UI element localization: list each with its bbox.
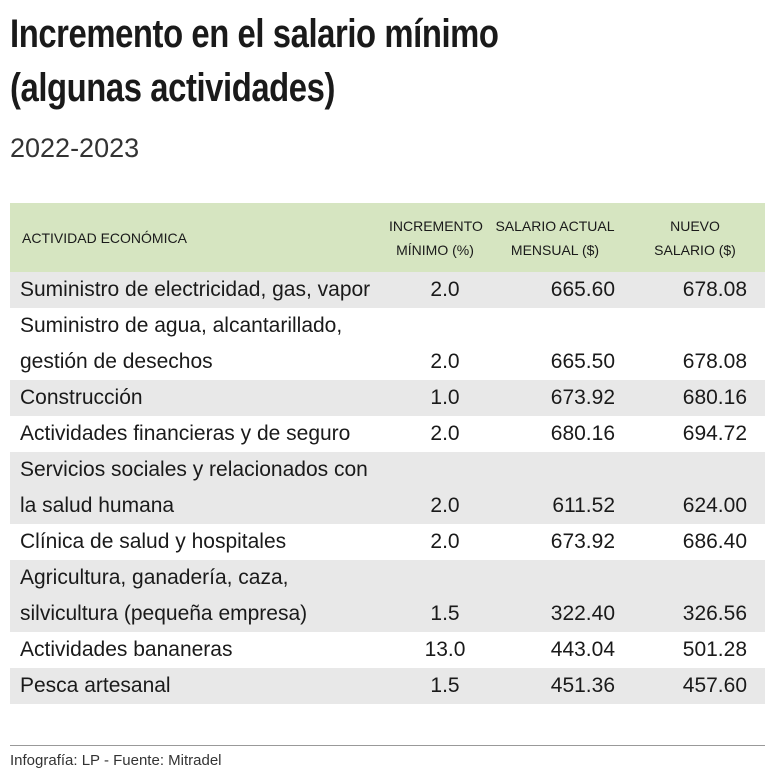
cell: Suministro de agua, alcantarillado, gest… xyxy=(20,314,343,373)
cell: 443.04 xyxy=(550,638,615,661)
header-cell: SALARIO ACTUAL MENSUAL ($) xyxy=(485,214,625,262)
cell: 322.40 xyxy=(550,602,615,625)
cell: Servicios sociales y relacionados con la… xyxy=(20,458,368,517)
table-row: Suministro de agua, alcantarillado, gest… xyxy=(10,308,765,380)
header-text: NUEVO SALARIO ($) xyxy=(654,217,736,258)
cell: Clínica de salud y hospitales xyxy=(20,530,287,553)
title: (algunas actividades) xyxy=(10,66,335,110)
cell: Construcción xyxy=(20,386,143,409)
cell: 686.40 xyxy=(682,530,747,553)
cell: 611.52 xyxy=(552,494,615,517)
cell: 694.72 xyxy=(682,422,747,445)
cell: 678.08 xyxy=(682,350,747,373)
cell: 624.00 xyxy=(682,494,747,517)
cell: Pesca artesanal xyxy=(20,674,171,697)
table-row: Pesca artesanal 1.5 451.36 457.60 xyxy=(10,668,765,704)
cell: 673.92 xyxy=(550,386,615,409)
cell: 451.36 xyxy=(550,674,615,697)
cell: 680.16 xyxy=(550,422,615,445)
title: Incremento en el salario mínimo xyxy=(10,12,499,56)
cell: 501.28 xyxy=(682,638,747,661)
cell: 2.0 xyxy=(430,350,460,373)
table-row: Clínica de salud y hospitales 2.0 673.92 68… xyxy=(10,524,765,560)
header-cell: INCREMENTO MÍNIMO (%) xyxy=(385,214,485,262)
cell: 13.0 xyxy=(424,638,466,661)
cell: 673.92 xyxy=(550,530,615,553)
table-row: Actividades financieras y de seguro 2.0 68… xyxy=(10,416,765,452)
cell: 2.0 xyxy=(430,530,460,553)
cell: 1.5 xyxy=(430,602,460,625)
table-row: Suministro de electricidad, gas, vapor 2.… xyxy=(10,272,765,308)
table-row: Servicios sociales y relacionados con la… xyxy=(10,452,765,524)
cell: 2.0 xyxy=(430,494,460,517)
table-body: Suministro de electricidad, gas, vapor 2.… xyxy=(10,272,765,704)
cell: 326.56 xyxy=(682,602,747,625)
footer: Infografía: LP - Fuente: Mitradel xyxy=(10,752,222,769)
cell: 457.60 xyxy=(682,674,747,697)
header-cell: NUEVO SALARIO ($) xyxy=(625,214,765,262)
table-row: Construcción 1.0 673.92 680.16 xyxy=(10,380,765,416)
table-row: Actividades bananeras 13.0 443.04 501.28 xyxy=(10,632,765,668)
cell: 678.08 xyxy=(682,278,747,301)
header-row: ACTIVIDAD ECONÓMICA INCREMENTO MÍNIMO (%)… xyxy=(10,203,765,272)
cell: Agricultura, ganadería, caza, silvicultu… xyxy=(20,566,308,625)
cell: 665.60 xyxy=(550,278,615,301)
header-text: ACTIVIDAD ECONÓMICA xyxy=(22,229,187,246)
cell: 2.0 xyxy=(430,278,460,301)
table-row: Agricultura, ganadería, caza, silvicultu… xyxy=(10,560,765,632)
table: ACTIVIDAD ECONÓMICA INCREMENTO MÍNIMO (%)… xyxy=(10,203,765,704)
cell: 665.50 xyxy=(550,350,615,373)
cell: 680.16 xyxy=(682,386,747,409)
cell: 1.5 xyxy=(430,674,460,697)
header-cell: ACTIVIDAD ECONÓMICA xyxy=(10,230,385,246)
cell: 1.0 xyxy=(430,386,460,409)
cell: 2.0 xyxy=(430,422,460,445)
header-text: INCREMENTO MÍNIMO (%) xyxy=(389,217,483,258)
cell: Actividades bananeras xyxy=(20,638,233,661)
header-text: SALARIO ACTUAL MENSUAL ($) xyxy=(495,217,615,258)
subtitle: 2022-2023 xyxy=(10,133,140,163)
divider xyxy=(10,745,765,746)
cell: Actividades financieras y de seguro xyxy=(20,422,351,445)
cell: Suministro de electricidad, gas, vapor xyxy=(20,278,371,301)
